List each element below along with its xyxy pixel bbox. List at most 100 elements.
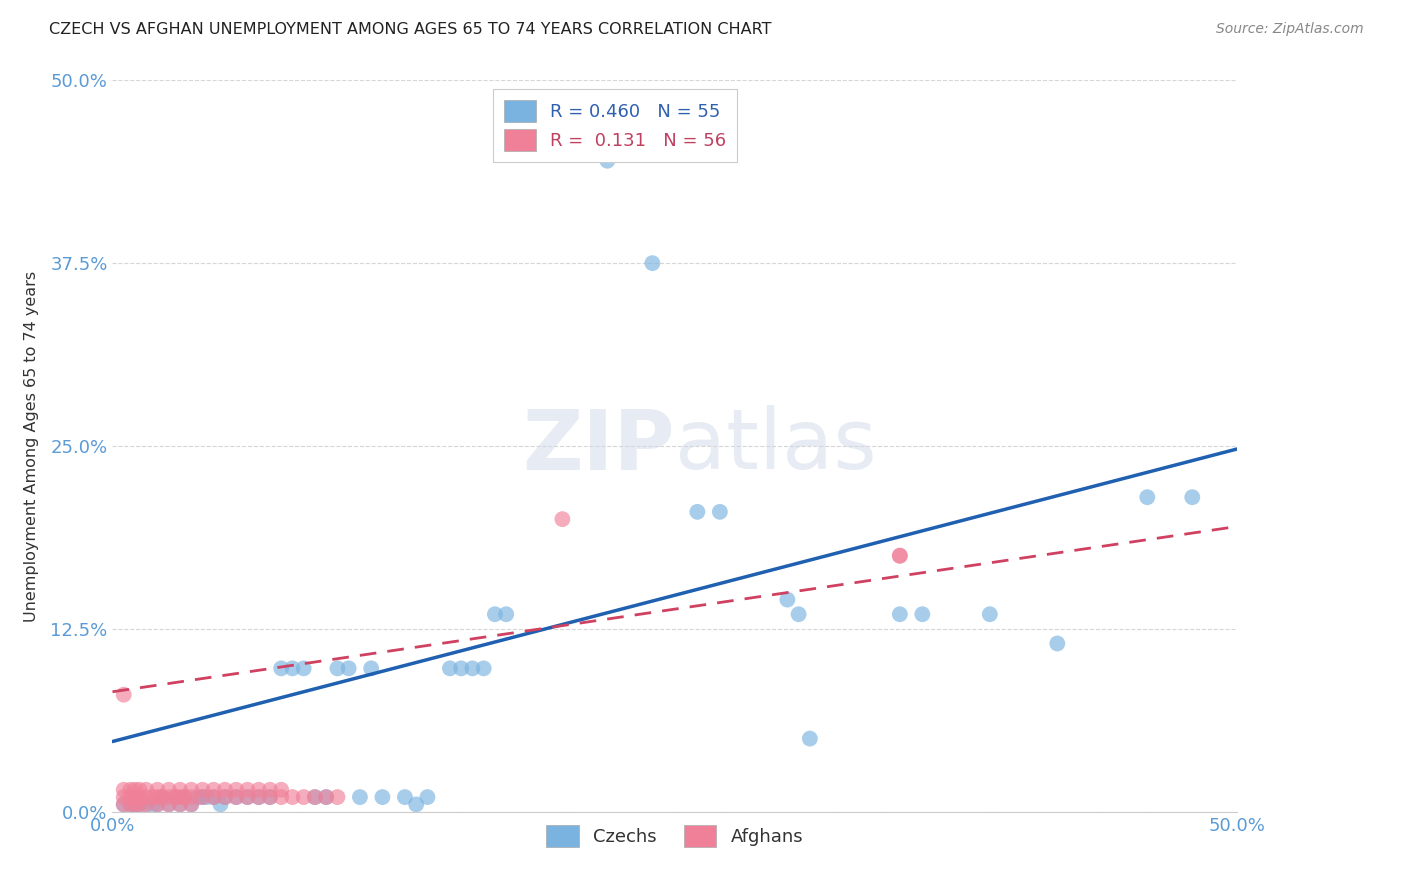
Point (709, 505, 731, 519)
Point (484, 607, 506, 622)
Point (911, 607, 934, 622)
Point (112, 688, 135, 702)
Point (146, 797, 169, 812)
Point (120, 790, 142, 805)
Point (236, 790, 259, 805)
Point (270, 790, 292, 805)
Point (191, 782, 214, 797)
Point (259, 790, 281, 805)
Point (180, 797, 202, 812)
Point (135, 797, 157, 812)
Point (146, 797, 169, 812)
Point (292, 790, 315, 805)
Point (236, 782, 259, 797)
Point (146, 782, 169, 797)
Point (180, 790, 202, 805)
Point (889, 607, 911, 622)
Y-axis label: Unemployment Among Ages 65 to 74 years: Unemployment Among Ages 65 to 74 years (24, 270, 39, 622)
Point (247, 790, 270, 805)
Point (202, 782, 225, 797)
Point (202, 790, 225, 805)
Point (120, 797, 142, 812)
Point (472, 661, 495, 675)
Point (169, 797, 191, 812)
Point (259, 790, 281, 805)
Point (326, 790, 349, 805)
Point (281, 790, 304, 805)
Point (165, 790, 187, 805)
Point (304, 790, 326, 805)
Point (120, 782, 142, 797)
Point (596, 153, 619, 168)
Point (461, 661, 484, 675)
Point (304, 790, 326, 805)
Point (292, 661, 315, 675)
Point (128, 790, 150, 805)
Point (112, 790, 135, 805)
Point (360, 661, 382, 675)
Point (150, 790, 173, 805)
Point (247, 790, 270, 805)
Point (495, 607, 517, 622)
Point (135, 790, 157, 805)
Text: atlas: atlas (675, 406, 876, 486)
Point (225, 782, 247, 797)
Text: CZECH VS AFGHAN UNEMPLOYMENT AMONG AGES 65 TO 74 YEARS CORRELATION CHART: CZECH VS AFGHAN UNEMPLOYMENT AMONG AGES … (49, 22, 772, 37)
Point (214, 790, 236, 805)
Point (173, 790, 195, 805)
Point (337, 661, 360, 675)
Point (259, 782, 281, 797)
Point (180, 797, 202, 812)
Point (450, 661, 472, 675)
Point (979, 607, 1001, 622)
Point (124, 782, 146, 797)
Point (128, 797, 150, 812)
Point (225, 790, 247, 805)
Point (326, 661, 349, 675)
Point (1046, 636, 1069, 650)
Point (128, 797, 150, 812)
Legend: Czechs, Afghans: Czechs, Afghans (538, 817, 811, 854)
Point (799, 731, 821, 746)
Point (191, 790, 214, 805)
Point (270, 782, 292, 797)
Point (112, 797, 135, 812)
Point (889, 549, 911, 563)
Point (124, 790, 146, 805)
Point (247, 782, 270, 797)
Point (150, 790, 173, 805)
Point (124, 797, 146, 812)
Point (1136, 490, 1159, 504)
Point (169, 790, 191, 805)
Point (394, 790, 416, 805)
Point (281, 661, 304, 675)
Point (641, 256, 664, 270)
Point (225, 790, 247, 805)
Point (349, 790, 371, 805)
Point (135, 782, 157, 797)
Point (173, 790, 195, 805)
Point (1181, 490, 1204, 504)
Point (135, 797, 157, 812)
Point (157, 797, 180, 812)
Point (439, 661, 461, 675)
Point (112, 782, 135, 797)
Point (371, 790, 394, 805)
Point (202, 790, 225, 805)
Point (169, 797, 191, 812)
Point (169, 782, 191, 797)
Point (209, 797, 232, 812)
Point (191, 790, 214, 805)
Text: Source: ZipAtlas.com: Source: ZipAtlas.com (1216, 22, 1364, 37)
Point (157, 790, 180, 805)
Point (551, 512, 574, 526)
Point (315, 790, 337, 805)
Point (187, 790, 209, 805)
Point (180, 782, 202, 797)
Point (146, 790, 169, 805)
Point (270, 661, 292, 675)
Point (405, 797, 427, 812)
Point (128, 782, 150, 797)
Point (776, 592, 799, 607)
Point (157, 782, 180, 797)
